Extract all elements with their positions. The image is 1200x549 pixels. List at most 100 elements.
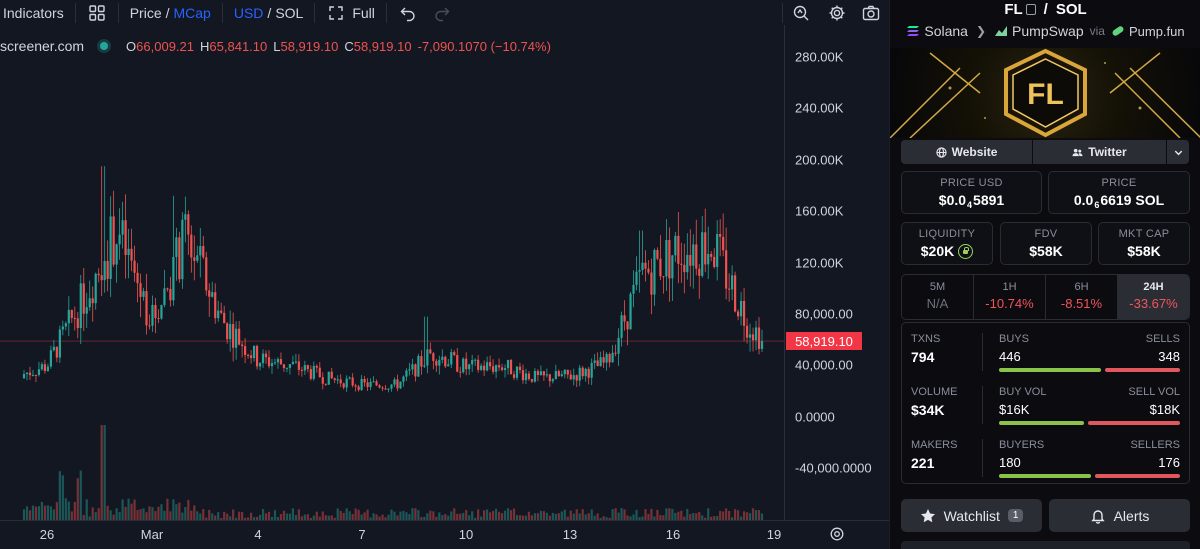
- tab-6h-value: -8.51%: [1060, 296, 1103, 311]
- indicators-button[interactable]: Indicators: [3, 0, 64, 25]
- volume-bar: [333, 517, 336, 520]
- candle-body: [145, 291, 148, 326]
- volume-bar: [142, 508, 145, 520]
- chain-link[interactable]: Solana: [924, 23, 968, 39]
- volume-bar: [474, 517, 477, 520]
- toolbar-divider: [314, 2, 316, 23]
- buys-label: BUYS: [999, 333, 1029, 345]
- settings-gear-icon[interactable]: [827, 3, 847, 23]
- copy-address-icon[interactable]: [1025, 4, 1036, 15]
- fdv-label: FDV: [1034, 228, 1058, 240]
- volume-bar: [707, 508, 710, 520]
- candle-body: [61, 326, 64, 330]
- candle-body: [393, 379, 396, 385]
- candle-body: [73, 317, 76, 319]
- candlestick-chart[interactable]: [0, 0, 784, 520]
- volume-bar: [387, 514, 390, 520]
- candle-body: [321, 377, 324, 384]
- volume-bar: [444, 514, 447, 520]
- volume-bar: [312, 515, 315, 520]
- mcap-option[interactable]: MCap: [173, 4, 211, 21]
- tab-5m-value: N/A: [926, 296, 949, 311]
- volume-bar: [163, 510, 166, 520]
- twitter-button[interactable]: Twitter: [1033, 140, 1167, 164]
- volume-bar: [252, 517, 256, 520]
- watchlist-count-badge: 1: [1007, 509, 1024, 522]
- candle-body: [423, 365, 426, 367]
- volume-bar: [545, 512, 548, 520]
- volume-bar: [760, 513, 764, 520]
- dex-link[interactable]: PumpSwap: [1012, 23, 1084, 39]
- axis-settings-icon[interactable]: [829, 526, 845, 542]
- buyers-value: 180: [999, 455, 1021, 470]
- sol-option[interactable]: SOL: [275, 4, 304, 21]
- volume-bar: [172, 499, 175, 520]
- tab-24h[interactable]: 24H -33.67%: [1118, 275, 1189, 319]
- fullscreen-button[interactable]: Full: [326, 0, 375, 25]
- toolbar-divider: [74, 2, 76, 23]
- alerts-label: Alerts: [1113, 507, 1150, 524]
- current-price-tag: 58,919.10: [786, 332, 862, 351]
- tab-5m[interactable]: 5M N/A: [902, 275, 974, 319]
- camera-screenshot-icon[interactable]: [861, 3, 881, 23]
- volume-bar: [491, 510, 495, 520]
- website-button[interactable]: Website: [901, 140, 1033, 164]
- volume-bar: [489, 512, 492, 520]
- volume-bar: [321, 511, 324, 520]
- tab-1h[interactable]: 1H -10.74%: [974, 275, 1046, 319]
- candle-body: [701, 232, 704, 276]
- volume-bar: [494, 508, 498, 520]
- chart-pane[interactable]: Indicators Price / MCap USD / SOL Full: [0, 0, 889, 549]
- redo-icon[interactable]: [432, 3, 452, 23]
- volume-bar: [680, 510, 683, 520]
- candle-body: [728, 288, 731, 290]
- alerts-button[interactable]: Alerts: [1049, 499, 1190, 532]
- candle-body: [578, 367, 581, 381]
- volume-bar: [605, 517, 608, 520]
- slash: /: [267, 4, 272, 21]
- sellers-value: 176: [1158, 455, 1180, 470]
- txns-label: TXNS: [911, 333, 941, 345]
- more-links-button[interactable]: [1167, 140, 1189, 164]
- buys-sells-stat: BUYS SELLS 446 348: [999, 333, 1180, 372]
- time-axis[interactable]: 26 Mar 4 7 10 13 16 19: [0, 520, 889, 549]
- volume-bar: [169, 511, 172, 520]
- volume-bar: [127, 498, 130, 520]
- volume-bar: [435, 516, 438, 520]
- makers-value: 221: [911, 455, 935, 471]
- price-axis[interactable]: 280.00K 240.00K 200.00K 160.00K 120.00K 80,00…: [784, 25, 889, 520]
- candle-body: [109, 216, 112, 279]
- tab-6h[interactable]: 6H -8.51%: [1046, 275, 1118, 319]
- close-value: 58,919.10: [353, 38, 412, 54]
- volume-bar: [420, 517, 423, 520]
- currency-toggle[interactable]: USD / SOL: [234, 0, 303, 25]
- candle-body: [438, 359, 441, 366]
- volume-bar: [396, 515, 399, 520]
- candle-body: [474, 359, 477, 361]
- volume-bar: [339, 510, 342, 520]
- volume-bar: [742, 511, 746, 520]
- base-symbol: FL: [1004, 1, 1023, 18]
- fdv-value: $58K: [1029, 243, 1063, 259]
- candle-body: [623, 315, 626, 322]
- quick-search-icon[interactable]: [791, 3, 811, 23]
- undo-icon[interactable]: [398, 3, 418, 23]
- price-option[interactable]: Price: [129, 4, 162, 21]
- price-mcap-toggle[interactable]: Price / MCap: [130, 0, 211, 25]
- candle-body: [297, 361, 300, 370]
- volume-bar: [360, 514, 363, 520]
- close-key: C: [344, 38, 354, 54]
- volume-bar: [441, 515, 444, 520]
- candle-body: [136, 272, 139, 284]
- usd-option[interactable]: USD: [233, 4, 264, 21]
- price-tick-label: 0.0000: [795, 409, 835, 425]
- launchpad-link[interactable]: Pump.fun: [1128, 23, 1185, 39]
- candle-body: [731, 275, 734, 290]
- candle-body: [593, 360, 596, 363]
- volume-bar: [193, 505, 196, 520]
- locked-liquidity-icon[interactable]: [958, 244, 974, 259]
- volume-bar: [25, 506, 29, 520]
- candle-body: [261, 353, 265, 364]
- watchlist-button[interactable]: Watchlist 1: [901, 499, 1042, 532]
- layout-grid-icon[interactable]: [87, 3, 107, 23]
